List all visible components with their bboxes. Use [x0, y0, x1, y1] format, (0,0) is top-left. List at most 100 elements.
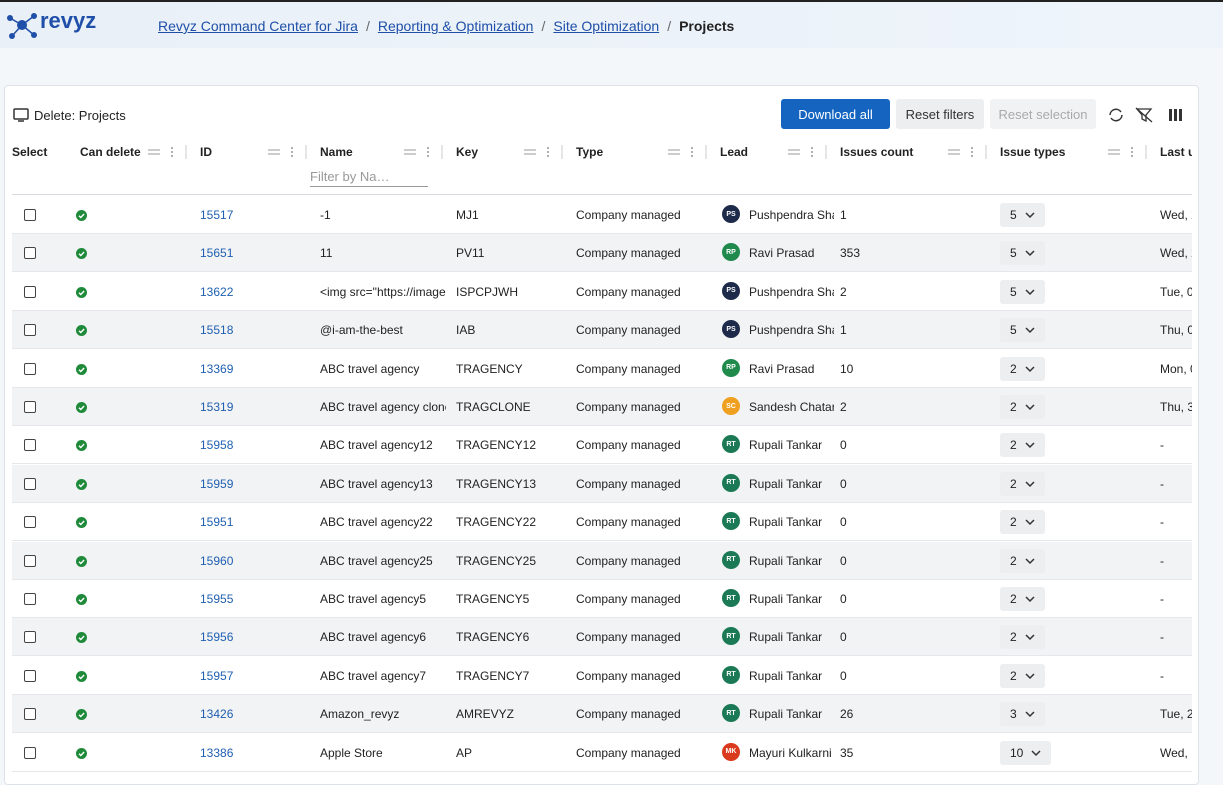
lead-name: Pushpendra Sha [749, 323, 834, 338]
project-name: ABC travel agency [320, 361, 420, 376]
project-key: TRAGENCY13 [456, 476, 537, 491]
column-header[interactable]: Issue types [1000, 145, 1066, 159]
project-id-link[interactable]: 15959 [200, 476, 234, 491]
column-menu-icons[interactable] [784, 145, 834, 159]
column-header[interactable]: Can delete [80, 145, 141, 159]
issue-types-select[interactable]: 2 [1000, 471, 1045, 496]
issue-types-select[interactable]: 2 [1000, 510, 1045, 535]
breadcrumb-link[interactable]: Reporting & Optimization [377, 18, 534, 34]
table-row: 15319 ABC travel agency clone TRAGCLONE Com… [12, 388, 1192, 426]
project-id-link[interactable]: 15319 [200, 400, 234, 414]
issue-types-value: 5 [1010, 208, 1017, 222]
issue-types-select[interactable]: 2 [1000, 663, 1045, 688]
column-header[interactable]: Type [576, 145, 604, 159]
reset-filters-button[interactable]: Reset filters [896, 99, 984, 129]
select-checkbox[interactable] [24, 285, 36, 298]
issue-types-select[interactable]: 2 [1000, 625, 1045, 650]
breadcrumb-link[interactable]: Revyz Command Center for Jira [158, 18, 358, 34]
issue-types-select[interactable]: 2 [1000, 433, 1045, 458]
lead-name: Rupali Tankar [749, 630, 823, 645]
column-menu-icons[interactable] [144, 145, 194, 159]
issues-count: 0 [840, 553, 847, 568]
can-delete-icon [76, 363, 87, 375]
select-checkbox[interactable] [24, 669, 36, 682]
lead-avatar: RT [722, 704, 740, 723]
can-delete-icon [76, 594, 87, 605]
select-checkbox[interactable] [24, 746, 36, 759]
last-updated: Mon, 0 [1160, 361, 1192, 376]
download-button[interactable]: Download all [781, 99, 890, 129]
logo[interactable]: revyz [40, 8, 97, 33]
project-id-link[interactable]: 13386 [200, 745, 234, 760]
project-id-link[interactable]: 15958 [200, 438, 234, 453]
project-id-link[interactable]: 15955 [200, 592, 234, 606]
project-id-link[interactable]: 15651 [200, 246, 234, 261]
column-header[interactable]: Issues count [840, 145, 914, 159]
can-delete-icon [76, 325, 87, 337]
select-checkbox[interactable] [24, 324, 36, 337]
issue-types-select[interactable]: 5 [1000, 241, 1045, 266]
project-key: TRAGENCY25 [456, 553, 537, 568]
lead-avatar: RT [722, 627, 740, 646]
data-table: Select Can delete ID Name Key Type Lead Issues … [12, 137, 1192, 784]
select-checkbox[interactable] [24, 631, 36, 644]
column-menu-icons[interactable] [1104, 145, 1154, 159]
select-checkbox[interactable] [24, 708, 36, 721]
issue-types-select[interactable]: 3 [1000, 702, 1045, 727]
project-id-link[interactable]: 15957 [200, 668, 234, 683]
column-menu-icons[interactable] [664, 145, 714, 159]
separator: / [541, 18, 546, 34]
issue-types-value: 2 [1010, 438, 1017, 453]
select-checkbox[interactable] [24, 401, 36, 413]
select-checkbox[interactable] [24, 516, 36, 529]
panel-icon [13, 108, 29, 122]
issues-count: 0 [840, 592, 847, 606]
column-menu-icons[interactable] [944, 145, 994, 159]
name-filter[interactable]: Filter by Na… [310, 167, 428, 187]
issue-types-select[interactable]: 2 [1000, 587, 1045, 611]
column-header[interactable]: Key [456, 145, 479, 159]
project-type: Company managed [576, 553, 681, 568]
lead-avatar: RP [722, 243, 740, 262]
project-id-link[interactable]: 13369 [200, 361, 234, 376]
issue-types-select[interactable]: 2 [1000, 395, 1045, 419]
select-checkbox[interactable] [24, 477, 36, 490]
column-header[interactable]: ID [200, 145, 212, 159]
project-id-link[interactable]: 15517 [200, 208, 234, 222]
project-name: -1 [320, 208, 331, 222]
project-type: Company managed [576, 668, 681, 683]
last-updated: - [1160, 630, 1164, 645]
select-checkbox[interactable] [24, 439, 36, 452]
issue-types-select[interactable]: 5 [1000, 279, 1045, 304]
project-id-link[interactable]: 15518 [200, 323, 234, 338]
toolbar-icons [1109, 107, 1182, 123]
column-header[interactable]: Lead [720, 145, 749, 159]
issue-types-select[interactable]: 10 [1000, 740, 1051, 765]
project-type: Company managed [576, 400, 681, 414]
table-row: 15959 ABC travel agency13 TRAGENCY13 Compan… [12, 464, 1192, 503]
project-id-link[interactable]: 15956 [200, 630, 234, 645]
issue-types-select[interactable]: 2 [1000, 356, 1045, 381]
project-type: Company managed [576, 438, 681, 453]
reset-selection-button[interactable]: Reset selection [990, 99, 1096, 129]
breadcrumb-link[interactable]: Site Optimization [553, 18, 660, 34]
project-id-link[interactable]: 13622 [200, 284, 234, 299]
project-id-link[interactable]: 13426 [200, 707, 234, 722]
dropdown-chevron [1025, 212, 1035, 219]
select-checkbox[interactable] [24, 554, 36, 567]
issue-types-select[interactable]: 2 [1000, 548, 1045, 573]
issue-types-select[interactable]: 5 [1000, 203, 1045, 227]
select-checkbox[interactable] [24, 247, 36, 260]
issue-types-select[interactable]: 5 [1000, 318, 1045, 343]
select-checkbox[interactable] [24, 209, 36, 221]
separator: / [365, 18, 370, 34]
project-id-link[interactable]: 15951 [200, 515, 234, 530]
column-menu-icons[interactable] [264, 145, 314, 159]
column-header[interactable]: Name [320, 145, 353, 159]
select-checkbox[interactable] [24, 362, 36, 375]
select-checkbox[interactable] [24, 593, 36, 605]
column-menu-icons[interactable] [520, 145, 570, 159]
column-header[interactable]: Select [12, 145, 48, 159]
column-menu-icons[interactable] [400, 145, 450, 159]
project-id-link[interactable]: 15960 [200, 553, 234, 568]
